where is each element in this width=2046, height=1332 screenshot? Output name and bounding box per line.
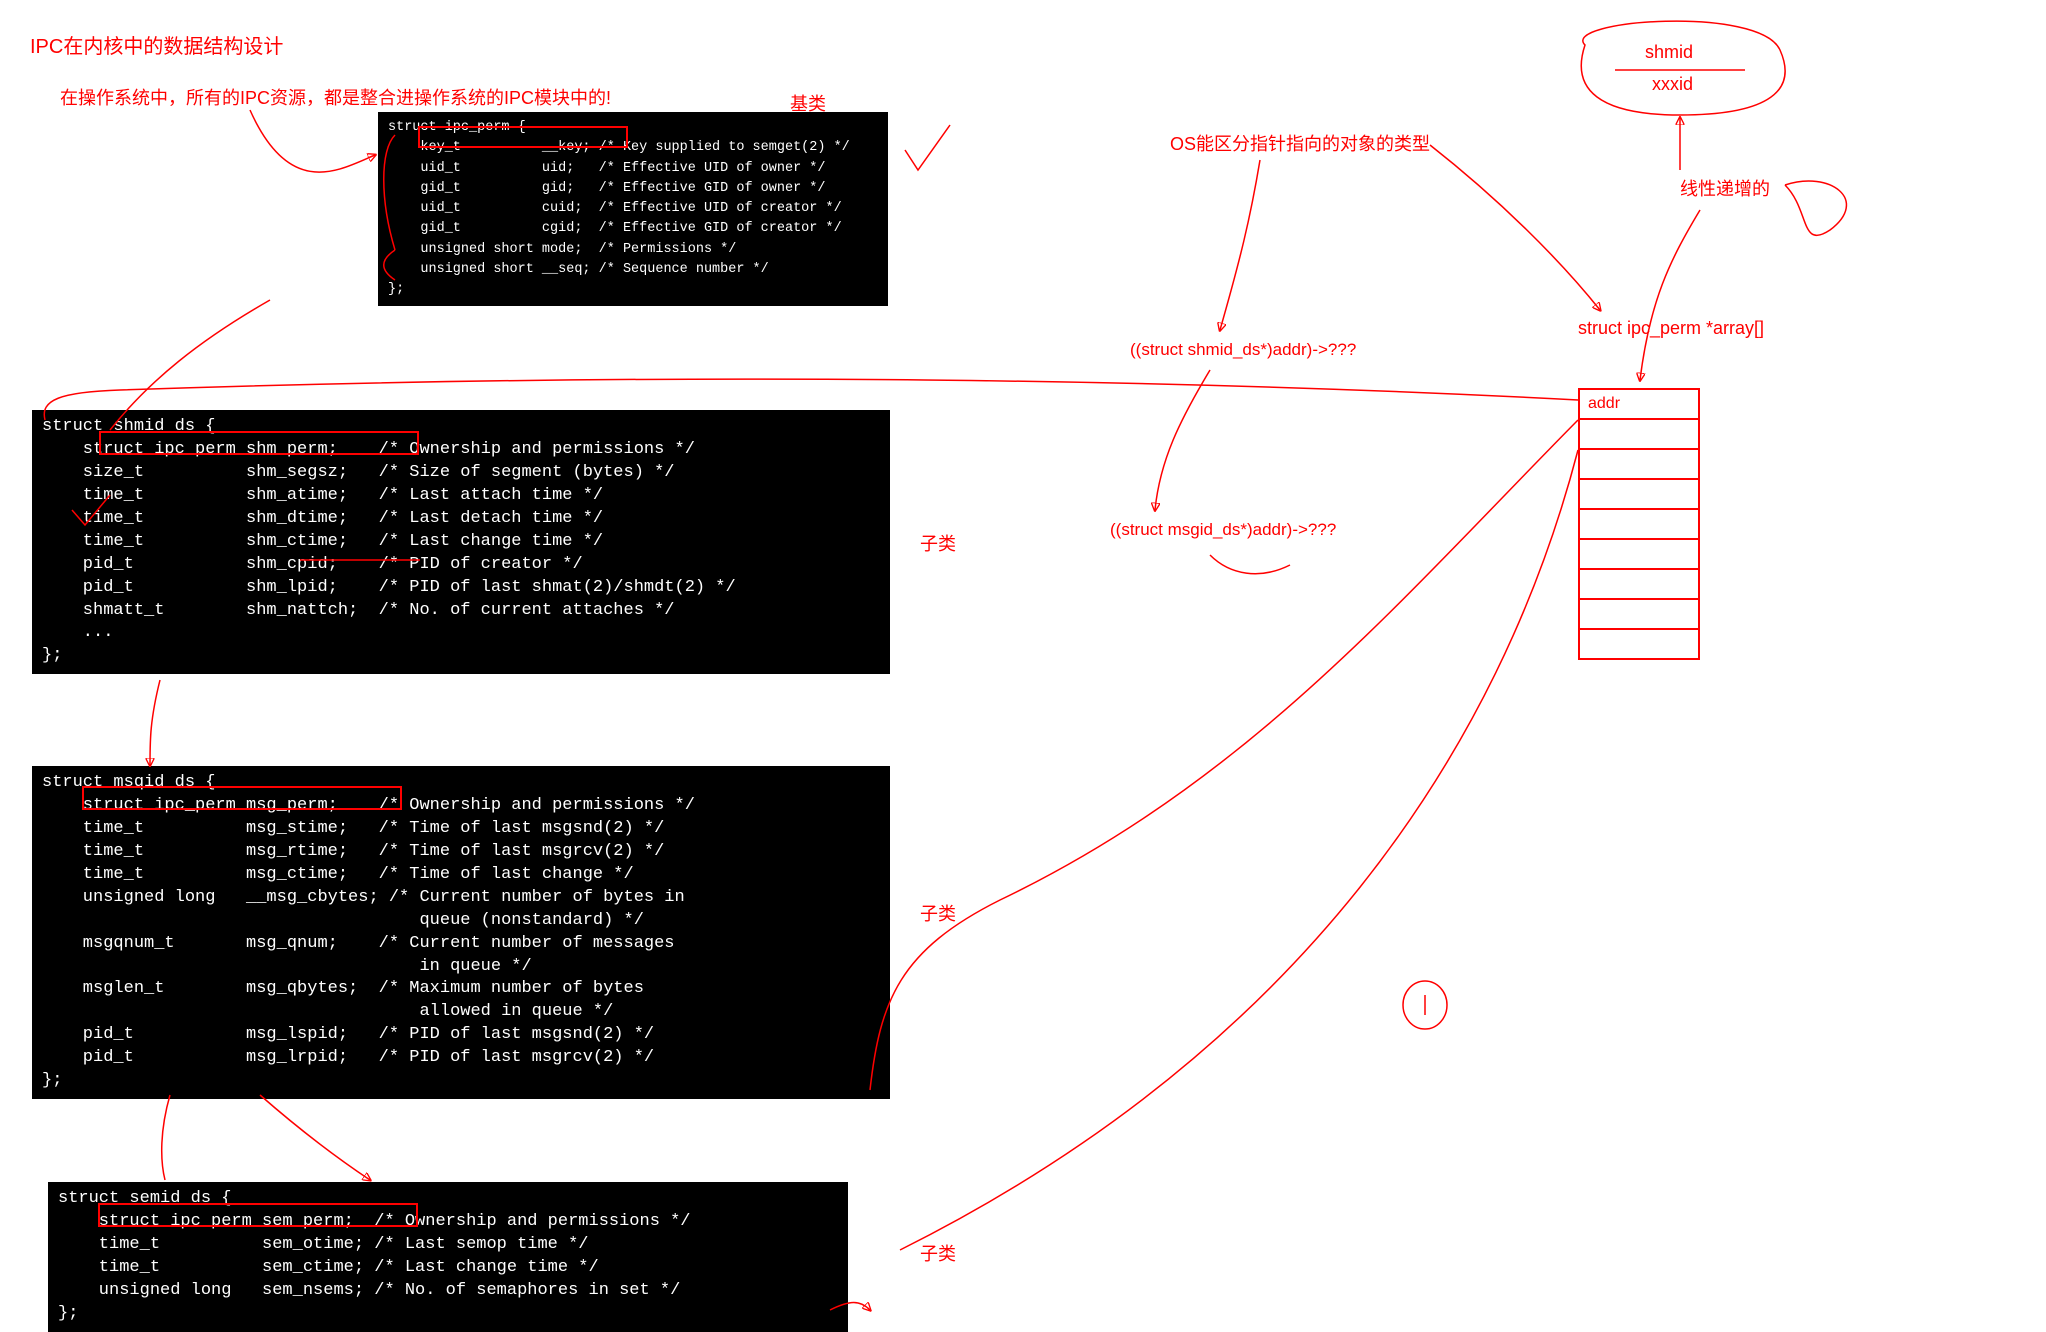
array-cell-3 [1579, 479, 1699, 509]
array-cell-4 [1579, 509, 1699, 539]
array-cell-2 [1579, 449, 1699, 479]
label-array-decl: struct ipc_perm *array[] [1578, 318, 1764, 339]
label-linear: 线性递增的 [1680, 175, 1770, 201]
array-cell-1 [1579, 419, 1699, 449]
ipc-perm-array: addr [1578, 388, 1700, 660]
label-sub-class-3: 子类 [920, 1240, 956, 1266]
array-cell-7 [1579, 599, 1699, 629]
label-os-pointer: OS能区分指针指向的对象的类型 [1170, 130, 1430, 156]
array-cell-6 [1579, 569, 1699, 599]
key-highlight [418, 126, 628, 148]
array-cell-5 [1579, 539, 1699, 569]
label-cast-msgid: ((struct msgid_ds*)addr)->??? [1110, 520, 1336, 540]
label-sub-class-2: 子类 [920, 900, 956, 926]
label-cast-shmid: ((struct shmid_ds*)addr)->??? [1130, 340, 1356, 360]
label-xxxid: xxxid [1652, 74, 1693, 95]
sem-perm-highlight [98, 1203, 418, 1227]
code-msqid-ds: struct msqid_ds { struct ipc_perm msg_pe… [32, 766, 890, 1099]
label-shmid: shmid [1645, 42, 1693, 63]
page-title: IPC在内核中的数据结构设计 [30, 30, 283, 59]
label-sub-class-1: 子类 [920, 530, 956, 556]
array-cell-8 [1579, 629, 1699, 659]
page-subtitle: 在操作系统中，所有的IPC资源，都是整合进操作系统的IPC模块中的! [60, 84, 611, 110]
array-cell-0: addr [1579, 389, 1699, 419]
msg-perm-highlight [82, 786, 402, 810]
shm-perm-highlight [99, 431, 419, 455]
